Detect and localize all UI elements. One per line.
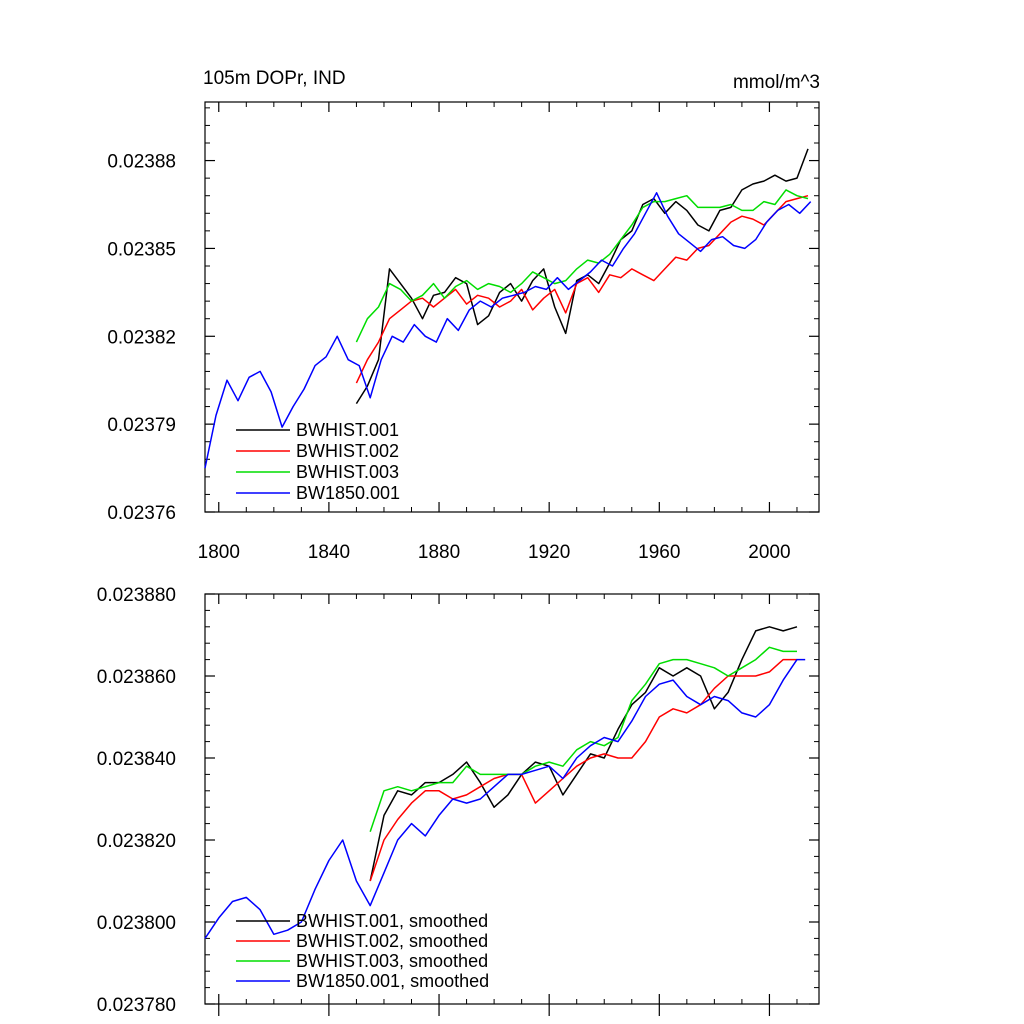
top-legend-label-3: BW1850.001 — [296, 483, 400, 503]
bottom-y-tick-label: 0.023820 — [97, 831, 176, 852]
top-series-line-2 — [355, 189, 809, 343]
top-ticks: 1800 1840 1880 1920 1960 2000 0.02376 0.02379 0.… — [107, 102, 819, 563]
bottom-y-tick-label: 0.023860 — [97, 667, 176, 688]
top-series-group — [204, 148, 812, 469]
top-legend-label-0: BWHIST.001 — [296, 420, 399, 440]
bottom-ticks: 0.023780 0.023800 0.023820 0.023840 0.023860… — [97, 585, 819, 1016]
top-plot-frame — [204, 101, 820, 513]
top-legend-label-2: BWHIST.003 — [296, 462, 399, 482]
top-x-tick-label: 2000 — [748, 542, 790, 563]
top-x-tick-label: 1960 — [638, 542, 680, 563]
top-chart-units: mmol/m^3 — [733, 72, 820, 93]
top-series-line-3 — [204, 192, 812, 469]
bottom-series-line-1 — [369, 658, 797, 882]
bottom-legend-label-1: BWHIST.002, smoothed — [296, 931, 488, 951]
bottom-series-line-2 — [369, 646, 797, 833]
bottom-y-tick-label: 0.023780 — [97, 995, 176, 1016]
bottom-series-line-0 — [369, 626, 798, 882]
top-y-tick-label: 0.02388 — [107, 152, 176, 173]
top-x-tick-label: 1840 — [308, 542, 350, 563]
top-y-tick-label: 0.02382 — [107, 327, 176, 348]
top-y-tick-label: 0.02376 — [107, 503, 176, 524]
top-y-tick-label: 0.02385 — [107, 239, 176, 260]
bottom-legend-label-3: BW1850.001, smoothed — [296, 971, 489, 991]
top-series-line-1 — [355, 194, 809, 384]
bottom-series-line-3 — [204, 658, 806, 939]
top-series-line-0 — [355, 148, 809, 404]
bottom-legend-label-2: BWHIST.003, smoothed — [296, 951, 488, 971]
bottom-series-group — [204, 626, 806, 939]
top-y-tick-label: 0.02379 — [107, 415, 176, 436]
top-panel: 1800 1840 1880 1920 1960 2000 0.02376 0.02379 0.… — [107, 68, 820, 563]
top-chart-title: 105m DOPr, IND — [203, 68, 346, 89]
top-x-tick-label: 1880 — [418, 542, 460, 563]
bottom-y-tick-label: 0.023880 — [97, 585, 176, 606]
top-x-tick-label: 1920 — [528, 542, 570, 563]
top-legend-label-1: BWHIST.002 — [296, 441, 399, 461]
bottom-y-tick-label: 0.023840 — [97, 749, 176, 770]
top-x-tick-label: 1800 — [198, 542, 240, 563]
bottom-plot-frame — [204, 593, 820, 1005]
bottom-y-tick-label: 0.023800 — [97, 913, 176, 934]
bottom-legend-label-0: BWHIST.001, smoothed — [296, 911, 488, 931]
bottom-panel: 0.023780 0.023800 0.023820 0.023840 0.023860… — [97, 585, 820, 1016]
